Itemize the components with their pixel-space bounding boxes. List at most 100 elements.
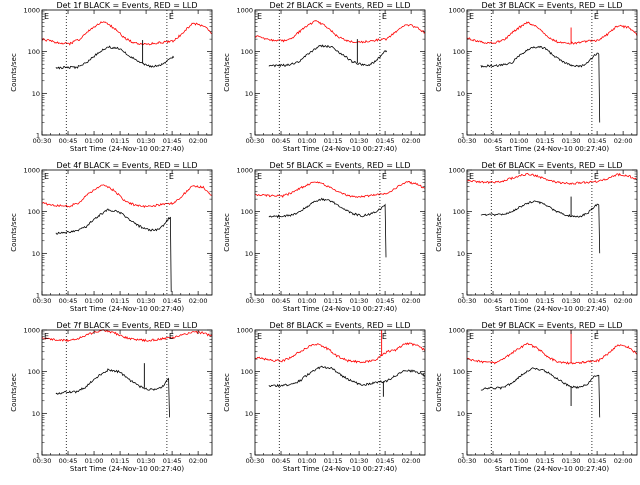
marker-letter: E	[382, 12, 387, 21]
y-tick-label: 1	[36, 132, 40, 140]
x-tick-label: 02:00	[402, 297, 421, 305]
y-tick-label: 1000	[236, 7, 253, 15]
y-tick-label: 10	[245, 90, 253, 98]
y-tick-label: 100	[241, 48, 253, 56]
x-tick-label: 01:15	[324, 457, 343, 465]
y-tick-label: 1	[36, 452, 40, 460]
plot-frame	[41, 169, 213, 296]
marker-letter: E	[257, 12, 262, 21]
plot-frame	[466, 9, 638, 136]
series-line-lld	[254, 342, 426, 364]
marker-letter: E	[257, 172, 262, 181]
x-tick-label: 00:30	[458, 137, 477, 145]
x-tick-label: 01:45	[163, 457, 182, 465]
marker-letter: E	[469, 332, 474, 341]
x-tick-label: 01:45	[376, 457, 395, 465]
plot-frame	[254, 9, 426, 136]
x-tick-label: 00:45	[272, 137, 291, 145]
marker-letter: E	[44, 12, 49, 21]
y-tick-label: 10	[457, 90, 465, 98]
x-tick-label: 02:00	[402, 137, 421, 145]
panel-3: Det 3f BLACK = Events, RED = LLD E E 00:30 0…	[435, 1, 638, 153]
x-tick-label: 00:45	[59, 297, 78, 305]
y-tick-label: 1000	[448, 327, 465, 335]
x-tick-label: 01:15	[536, 457, 555, 465]
x-tick-label: 01:30	[350, 297, 369, 305]
x-axis-label: Start Time (24-Nov-10 00:27:40)	[283, 145, 397, 153]
x-tick-label: 01:30	[562, 137, 581, 145]
x-axis-label: Start Time (24-Nov-10 00:27:40)	[495, 465, 609, 473]
x-tick-label: 01:15	[536, 137, 555, 145]
x-tick-label: 01:30	[562, 457, 581, 465]
panel-5: Det 5f BLACK = Events, RED = LLD E E 00:30 0…	[223, 161, 426, 313]
x-tick-label: 00:30	[246, 297, 265, 305]
y-tick-label: 10	[32, 90, 40, 98]
y-tick-label: 10	[245, 410, 253, 418]
panel-title: Det 7f BLACK = Events, RED = LLD	[56, 321, 197, 330]
y-tick-label: 1	[249, 292, 253, 300]
x-tick-label: 02:00	[189, 297, 208, 305]
x-tick-label: 01:45	[376, 297, 395, 305]
series-line-lld	[41, 184, 213, 209]
y-tick-label: 10	[245, 250, 253, 258]
x-axis-label: Start Time (24-Nov-10 00:27:40)	[495, 145, 609, 153]
marker-letter: E	[44, 332, 49, 341]
y-tick-label: 100	[453, 208, 465, 216]
panel-8: Det 8f BLACK = Events, RED = LLD E E 00:30 0…	[223, 321, 426, 473]
x-axis-label: Start Time (24-Nov-10 00:27:40)	[283, 465, 397, 473]
x-tick-label: 02:00	[189, 137, 208, 145]
x-tick-label: 01:00	[85, 137, 104, 145]
panel-6: Det 6f BLACK = Events, RED = LLD E E 00:30 0…	[435, 161, 638, 313]
panel-title: Det 9f BLACK = Events, RED = LLD	[481, 321, 622, 330]
x-tick-label: 01:00	[85, 457, 104, 465]
x-tick-label: 01:00	[298, 457, 317, 465]
series-line-events	[268, 44, 388, 68]
x-axis-label: Start Time (24-Nov-10 00:27:40)	[70, 465, 184, 473]
panel-title: Det 4f BLACK = Events, RED = LLD	[56, 161, 197, 170]
x-tick-label: 01:00	[298, 137, 317, 145]
x-tick-label: 01:00	[510, 457, 529, 465]
y-tick-label: 1	[461, 292, 465, 300]
series-line-events	[480, 200, 601, 254]
series-line-events	[55, 368, 170, 418]
x-tick-label: 00:45	[484, 137, 503, 145]
y-axis-label: Counts/sec	[10, 213, 18, 252]
x-tick-label: 01:15	[111, 457, 130, 465]
marker-letter: E	[257, 332, 262, 341]
series-line-events	[268, 197, 387, 258]
x-axis-label: Start Time (24-Nov-10 00:27:40)	[70, 145, 184, 153]
x-tick-label: 01:45	[163, 137, 182, 145]
x-tick-label: 01:30	[137, 457, 156, 465]
y-axis-label: Counts/sec	[223, 213, 231, 252]
panel-7: Det 7f BLACK = Events, RED = LLD E E 00:30 0…	[10, 321, 213, 473]
y-tick-label: 1	[36, 292, 40, 300]
plot-frame	[254, 329, 426, 456]
x-tick-label: 01:45	[588, 137, 607, 145]
y-axis-label: Counts/sec	[223, 53, 231, 92]
y-tick-label: 100	[28, 368, 40, 376]
y-tick-label: 100	[241, 368, 253, 376]
panel-9: Det 9f BLACK = Events, RED = LLD E E 00:30 0…	[435, 321, 638, 473]
y-tick-label: 1000	[236, 167, 253, 175]
x-tick-label: 00:30	[246, 457, 265, 465]
x-tick-label: 01:00	[85, 297, 104, 305]
marker-letter: E	[169, 12, 174, 21]
y-tick-label: 1000	[448, 7, 465, 15]
plot-frame	[254, 169, 426, 296]
x-tick-label: 01:30	[137, 137, 156, 145]
x-tick-label: 01:00	[510, 297, 529, 305]
plot-frame	[466, 169, 638, 296]
y-tick-label: 1000	[23, 167, 40, 175]
y-axis-label: Counts/sec	[435, 373, 443, 412]
x-tick-label: 00:45	[59, 457, 78, 465]
x-tick-label: 00:30	[33, 137, 52, 145]
panel-title: Det 5f BLACK = Events, RED = LLD	[269, 161, 410, 170]
x-tick-label: 00:30	[458, 297, 477, 305]
y-tick-label: 1	[249, 452, 253, 460]
panel-title: Det 3f BLACK = Events, RED = LLD	[481, 1, 622, 10]
y-tick-label: 1000	[236, 327, 253, 335]
marker-letter: E	[169, 172, 174, 181]
y-tick-label: 1000	[23, 327, 40, 335]
x-axis-label: Start Time (24-Nov-10 00:27:40)	[495, 305, 609, 313]
x-tick-label: 00:45	[272, 297, 291, 305]
